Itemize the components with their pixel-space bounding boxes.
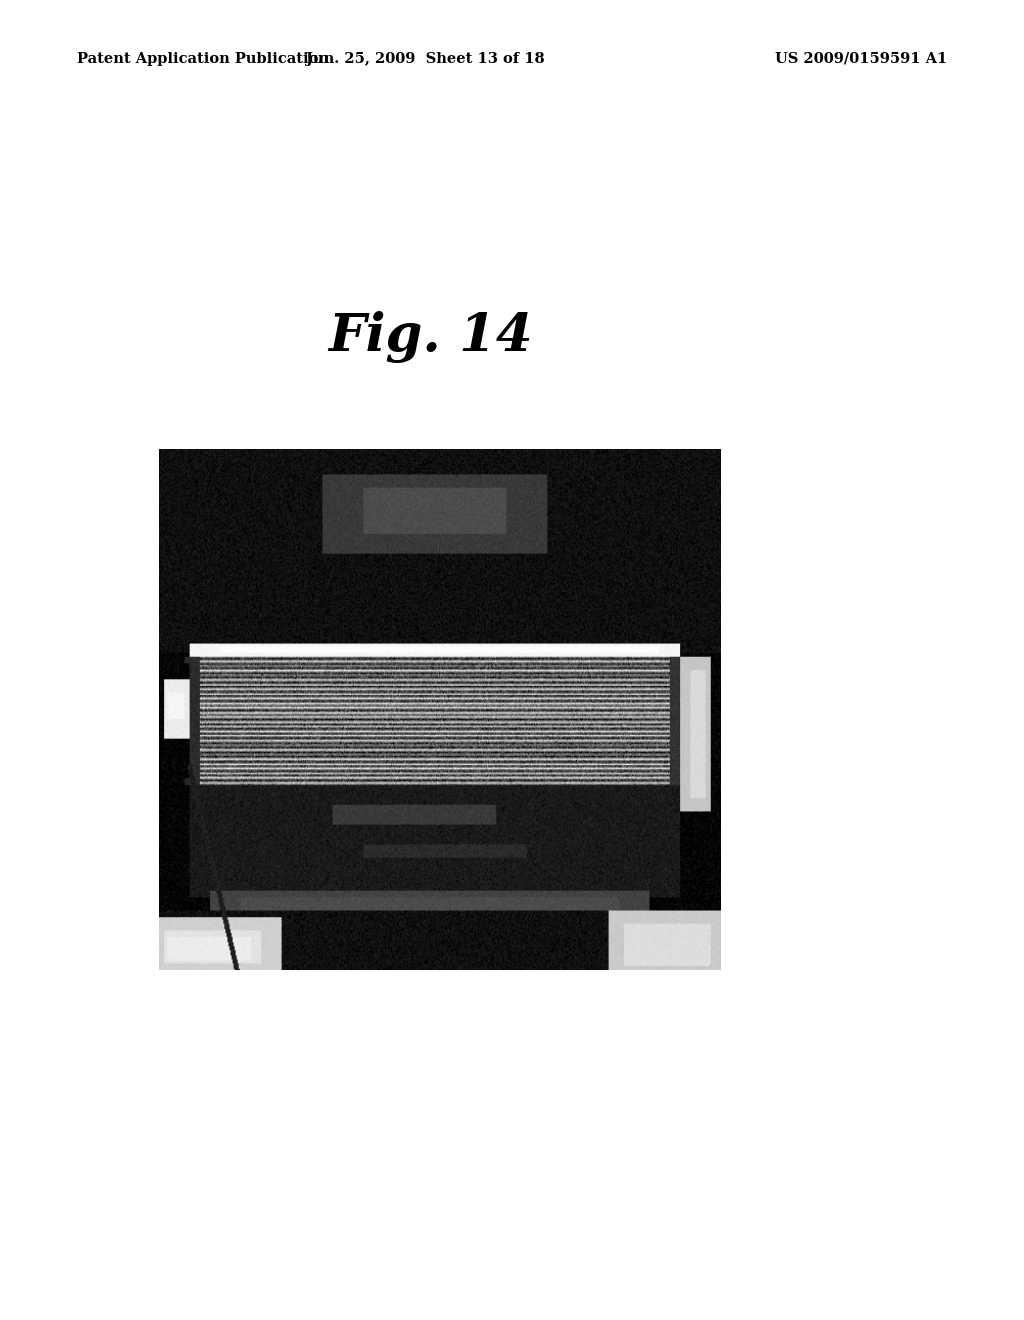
Text: Jun. 25, 2009  Sheet 13 of 18: Jun. 25, 2009 Sheet 13 of 18 — [305, 51, 545, 66]
Text: Fig. 14: Fig. 14 — [328, 310, 532, 363]
Text: Patent Application Publication: Patent Application Publication — [77, 51, 329, 66]
Text: US 2009/0159591 A1: US 2009/0159591 A1 — [775, 51, 947, 66]
